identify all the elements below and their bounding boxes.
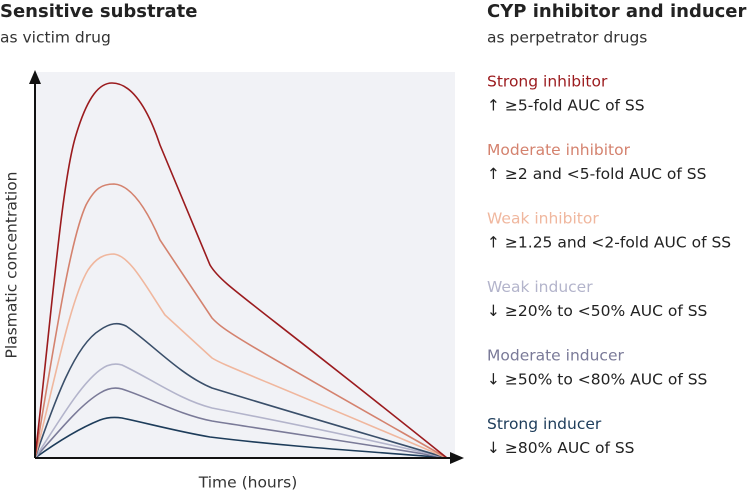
curve [34, 363, 448, 459]
x-axis-label: Time (hours) [198, 474, 298, 492]
legend-name: Weak inducer [487, 278, 593, 296]
legend-description: ↑ ≥2 and <5-fold AUC of SS [487, 165, 706, 183]
curve [34, 322, 448, 459]
curve [34, 82, 448, 459]
legend-description: ↓ ≥50% to <80% AUC of SS [487, 371, 707, 389]
legend-description: ↑ ≥1.25 and <2-fold AUC of SS [487, 234, 731, 252]
legend-name: Moderate inducer [487, 347, 624, 365]
left-title: Sensitive substrate [0, 1, 197, 22]
y-axis-label: Plasmatic concentration [3, 171, 21, 358]
curve [34, 387, 448, 459]
left-subtitle: as victim drug [0, 29, 111, 47]
x-axis-arrow [450, 452, 464, 464]
legend-name: Strong inducer [487, 415, 602, 433]
curve [34, 183, 448, 459]
legend-name: Weak inhibitor [487, 210, 599, 228]
legend-description: ↓ ≥20% to <50% AUC of SS [487, 302, 707, 320]
legend: Strong inhibitor ↑ ≥5-fold AUC of SS Moder… [487, 73, 731, 458]
plot-area [35, 72, 455, 458]
legend-description: ↓ ≥80% AUC of SS [487, 439, 635, 457]
y-axis-arrow [29, 70, 41, 84]
right-subtitle: as perpetrator drugs [487, 29, 647, 47]
right-title: CYP inhibitor and inducer [487, 1, 747, 22]
legend-description: ↑ ≥5-fold AUC of SS [487, 97, 645, 115]
legend-name: Strong inhibitor [487, 73, 608, 91]
curves [34, 82, 448, 459]
curve [34, 416, 448, 459]
legend-name: Moderate inhibitor [487, 141, 631, 159]
curve [34, 253, 448, 459]
